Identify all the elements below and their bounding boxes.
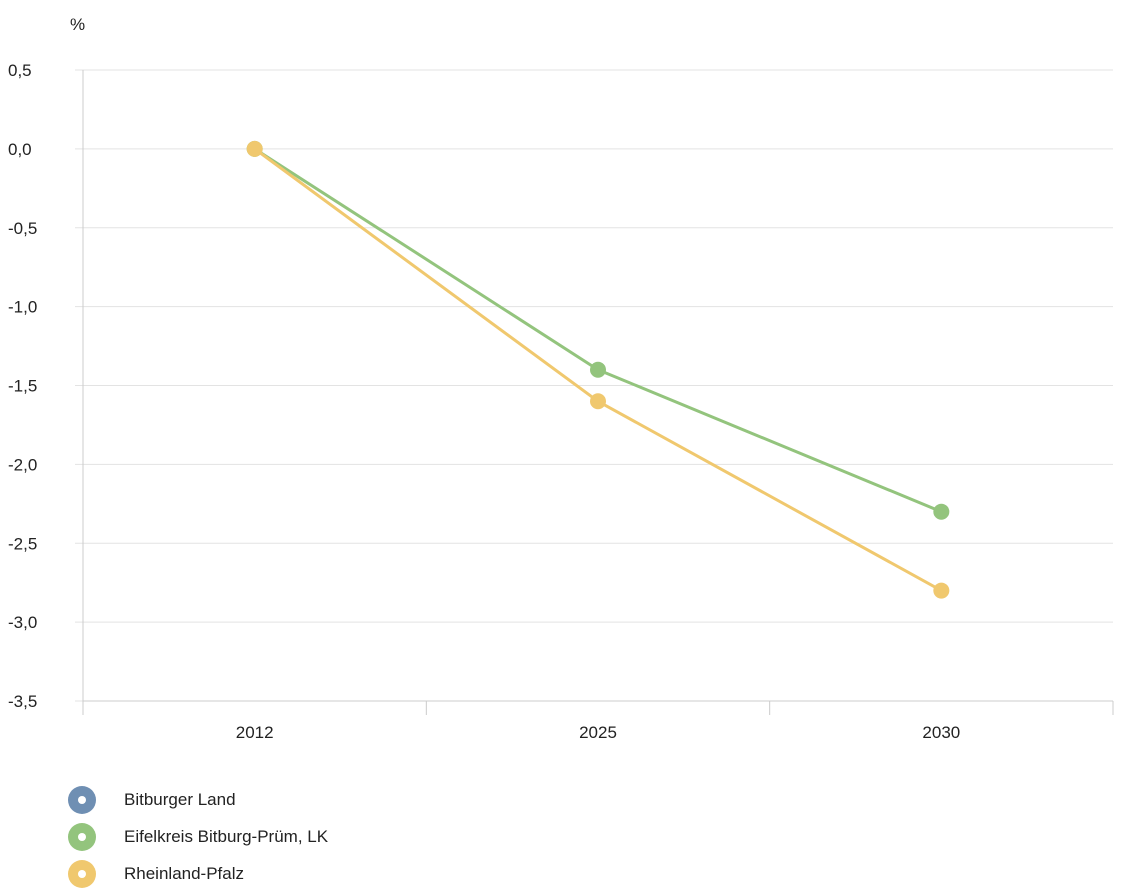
y-tick-label: -2,0 (8, 455, 37, 474)
y-tick-label: -1,5 (8, 377, 37, 396)
legend-label: Rheinland-Pfalz (124, 864, 245, 883)
series-line (253, 147, 942, 514)
legend-label: Eifelkreis Bitburg-Prüm, LK (124, 827, 329, 846)
legend-item[interactable]: Rheinland-Pfalz (68, 858, 328, 890)
data-point (933, 503, 950, 520)
gridlines (75, 69, 1113, 702)
y-tick-label: -2,5 (8, 534, 37, 553)
data-point (246, 140, 263, 157)
y-axis-tick-labels: 0,5 0,0 -0,5 -1,0 -1,5 -2,0 -2,5 -3,0 -3,5 (8, 61, 37, 711)
legend: Bitburger Land Eifelkreis Bitburg-Prüm, L… (68, 784, 328, 895)
data-point (590, 393, 606, 410)
x-tick-label: 2012 (236, 723, 274, 742)
y-tick-label: -3,5 (8, 692, 37, 711)
legend-label: Bitburger Land (124, 790, 236, 809)
y-tick-label: -0,5 (8, 219, 37, 238)
y-tick-label: -3,0 (8, 613, 37, 632)
legend-marker-icon (68, 823, 96, 851)
legend-marker-icon (68, 786, 96, 814)
y-axis-unit-label: % (70, 15, 85, 34)
x-tick-label: 2030 (922, 723, 960, 742)
legend-item[interactable]: Eifelkreis Bitburg-Prüm, LK (68, 821, 328, 853)
y-tick-label: 0,0 (8, 140, 32, 159)
y-tick-label: -1,0 (8, 298, 37, 317)
line-chart: % 0,5 0,0 -0,5 -1,0 -1,5 -2,0 -2,5 -3,0 -3,5 201… (8, 15, 1114, 742)
x-axis: 2012 2025 2030 (82, 700, 1114, 742)
data-point (933, 582, 950, 599)
legend-marker-icon (68, 860, 96, 888)
data-point (590, 361, 606, 378)
series-lines (246, 140, 950, 599)
x-tick-label: 2025 (579, 723, 617, 742)
legend-item[interactable]: Bitburger Land (68, 784, 328, 816)
y-tick-label: 0,5 (8, 61, 32, 80)
